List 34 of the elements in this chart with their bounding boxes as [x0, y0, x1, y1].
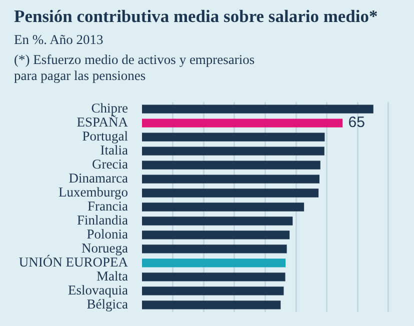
- data-label: 65: [348, 114, 365, 132]
- y-tick-label: Eslovaquia: [68, 282, 128, 298]
- bar: [142, 202, 304, 212]
- y-tick-label: Francia: [88, 198, 128, 214]
- bar: [142, 132, 325, 142]
- y-tick-label: Malta: [96, 268, 128, 284]
- y-tick-label: Dinamarca: [68, 170, 128, 186]
- text: (*) Esfuerzo medio de activos y empresarios para pagar las pensiones: [14, 52, 256, 84]
- bar: [142, 216, 293, 226]
- bar: [142, 188, 319, 198]
- y-tick-label: Portugal: [82, 128, 128, 144]
- y-tick-label: Bélgica: [86, 296, 128, 312]
- chart-subtitle: En %. Año 2013: [14, 32, 104, 48]
- chart-title: Pensión contributiva media sobre salario medio*: [14, 6, 378, 27]
- bar: [142, 272, 286, 282]
- y-tick-label: ESPAÑA: [76, 114, 128, 130]
- bar: [142, 174, 320, 184]
- bar: [142, 118, 343, 128]
- bar: [142, 300, 281, 310]
- y-tick-label: UNIÓN EUROPEA: [18, 254, 128, 270]
- bar: [142, 104, 374, 114]
- bar: [142, 258, 286, 268]
- y-tick-label: Italia: [100, 142, 128, 158]
- y-tick-label: Grecia: [92, 156, 128, 172]
- bar: [142, 244, 287, 254]
- bar: [142, 146, 324, 156]
- y-tick-label: Polonia: [86, 226, 128, 242]
- y-tick-label: Chipre: [91, 100, 128, 116]
- bar: [142, 160, 320, 170]
- bar: [142, 286, 284, 296]
- y-tick-label: Luxemburgo: [58, 184, 128, 200]
- bar: [142, 230, 290, 240]
- y-tick-label: Finlandia: [77, 212, 128, 228]
- y-tick-label: Noruega: [82, 240, 128, 256]
